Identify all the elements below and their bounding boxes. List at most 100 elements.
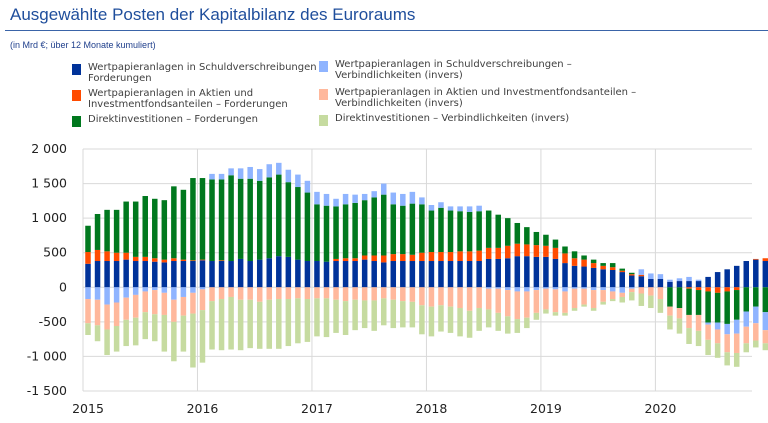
bar-segment-fdi-assets: [533, 231, 540, 246]
bar-segment-debt-assets: [638, 276, 645, 288]
bar-segment-fdi-assets: [333, 206, 339, 259]
bar-segment-equity-liab: [409, 287, 416, 302]
bar-segment-debt-assets: [209, 261, 215, 288]
x-tick-label: 2017: [301, 401, 333, 416]
bar-segment-fdi-liab: [361, 300, 368, 329]
bar-segment-debt-liab: [266, 164, 273, 178]
bar-segment-debt-assets: [333, 261, 339, 288]
bar-segment-fdi-assets: [209, 179, 215, 262]
bar-segment-fdi-liab: [419, 305, 425, 335]
bar-segment-equity-assets: [733, 287, 740, 291]
bar-segment-fdi-liab: [237, 299, 244, 351]
bar-segment-fdi-assets: [123, 201, 129, 253]
bar-segment-debt-assets: [485, 258, 492, 288]
bar-segment-equity-liab: [505, 290, 511, 317]
bar-segment-debt-assets: [619, 272, 625, 288]
bar-segment-debt-liab: [171, 287, 177, 300]
bar-segment-debt-liab: [753, 306, 759, 324]
bar-segment-fdi-liab: [285, 299, 292, 347]
bar-segment-debt-assets: [533, 256, 540, 288]
bar-segment-fdi-assets: [199, 178, 206, 260]
bar-segment-equity-assets: [543, 245, 549, 257]
bar-segment-debt-assets: [256, 259, 263, 288]
bar-segment-equity-assets: [152, 258, 158, 262]
bar-segment-debt-liab: [228, 168, 234, 176]
bar-segment-equity-liab: [342, 287, 349, 302]
bar-segment-fdi-assets: [161, 200, 168, 260]
bar-segment-debt-liab: [132, 287, 139, 295]
bar-segment-fdi-liab: [571, 308, 578, 311]
bar-segment-debt-assets: [552, 258, 559, 288]
bar-segment-fdi-liab: [657, 299, 664, 313]
bar-segment-fdi-assets: [571, 251, 578, 259]
bar-segment-fdi-assets: [419, 204, 425, 253]
bar-segment-fdi-liab: [762, 343, 768, 351]
bar-segment-debt-liab: [218, 173, 225, 180]
bar-segment-debt-liab: [199, 287, 206, 290]
bar-segment-fdi-assets: [552, 239, 559, 248]
bar-segment-equity-liab: [581, 288, 587, 305]
bar-segment-equity-liab: [113, 302, 120, 327]
bar-segment-debt-assets: [733, 265, 740, 288]
bar-segment-equity-assets: [495, 247, 501, 259]
bar-segment-equity-liab: [743, 326, 750, 344]
bar-segment-fdi-liab: [371, 300, 377, 331]
x-tick-label: 2019: [530, 401, 562, 416]
bar-segment-debt-assets: [304, 261, 311, 288]
bar-segment-fdi-liab: [180, 315, 187, 352]
bar-segment-equity-assets: [161, 259, 168, 263]
bar-segment-debt-assets: [199, 260, 206, 288]
bar-segment-equity-assets: [466, 251, 473, 262]
bar-segment-equity-liab: [638, 287, 645, 294]
bar-segment-equity-liab: [323, 287, 330, 299]
bar-segment-equity-liab: [123, 297, 129, 320]
bar-segment-fdi-liab: [581, 304, 587, 307]
bar-segment-equity-liab: [218, 287, 225, 300]
bar-segment-debt-assets: [400, 261, 406, 288]
bar-segment-equity-liab: [161, 292, 168, 315]
bar-segment-fdi-assets: [581, 255, 587, 260]
bar-segment-debt-assets: [438, 261, 444, 288]
bar-segment-debt-liab: [524, 287, 530, 292]
bar-segment-equity-assets: [190, 260, 196, 262]
bar-segment-fdi-assets: [295, 187, 301, 260]
bar-segment-equity-assets: [562, 253, 568, 264]
bar-segment-debt-assets: [562, 263, 568, 288]
bar-segment-debt-assets: [190, 261, 196, 288]
bar-segment-fdi-assets: [85, 225, 91, 253]
bar-segment-equity-assets: [695, 287, 702, 291]
bar-segment-equity-liab: [466, 287, 473, 311]
bar-segment-debt-assets: [113, 261, 120, 288]
bar-segment-fdi-assets: [753, 287, 759, 307]
bar-segment-debt-liab: [447, 206, 454, 211]
bar-segment-equity-assets: [342, 258, 349, 262]
bar-segment-fdi-liab: [104, 329, 110, 356]
legend-item-equity-assets: Wertpapieranlagen in Aktien und Investme…: [72, 88, 372, 110]
bar-segment-fdi-liab: [686, 328, 692, 344]
bar-segment-debt-assets: [676, 281, 683, 288]
bar-segment-equity-liab: [676, 308, 683, 319]
bar-segment-debt-assets: [380, 262, 387, 288]
bar-segment-fdi-liab: [409, 301, 416, 328]
bar-segment-debt-assets: [457, 261, 463, 288]
bar-segment-fdi-liab: [552, 312, 559, 316]
bar-segment-equity-assets: [600, 265, 606, 270]
bar-segment-equity-assets: [552, 247, 559, 259]
legend-item-fdi-assets: Direktinvestitionen – Forderungen: [72, 114, 372, 127]
bar-segment-equity-assets: [113, 252, 120, 262]
bar-segment-equity-assets: [524, 244, 530, 257]
legend-label: Direktinvestitionen – Forderungen: [88, 114, 258, 125]
bar-segment-equity-assets: [753, 258, 759, 260]
bar-segment-debt-assets: [590, 267, 597, 288]
bar-segment-debt-liab: [419, 197, 425, 205]
x-axis: 2015 2016 2017 2018 2019 2020: [72, 401, 676, 416]
bar-segment-fdi-assets: [190, 178, 196, 261]
bar-segment-fdi-liab: [505, 316, 511, 334]
bar-segment-debt-assets: [342, 261, 349, 288]
bar-segment-debt-liab: [438, 202, 444, 208]
bar-segment-fdi-liab: [705, 339, 711, 356]
bar-segment-fdi-assets: [676, 287, 683, 309]
bar-segment-equity-liab: [94, 299, 101, 326]
bar-segment-equity-liab: [371, 287, 377, 301]
bar-segment-debt-liab: [142, 287, 148, 292]
